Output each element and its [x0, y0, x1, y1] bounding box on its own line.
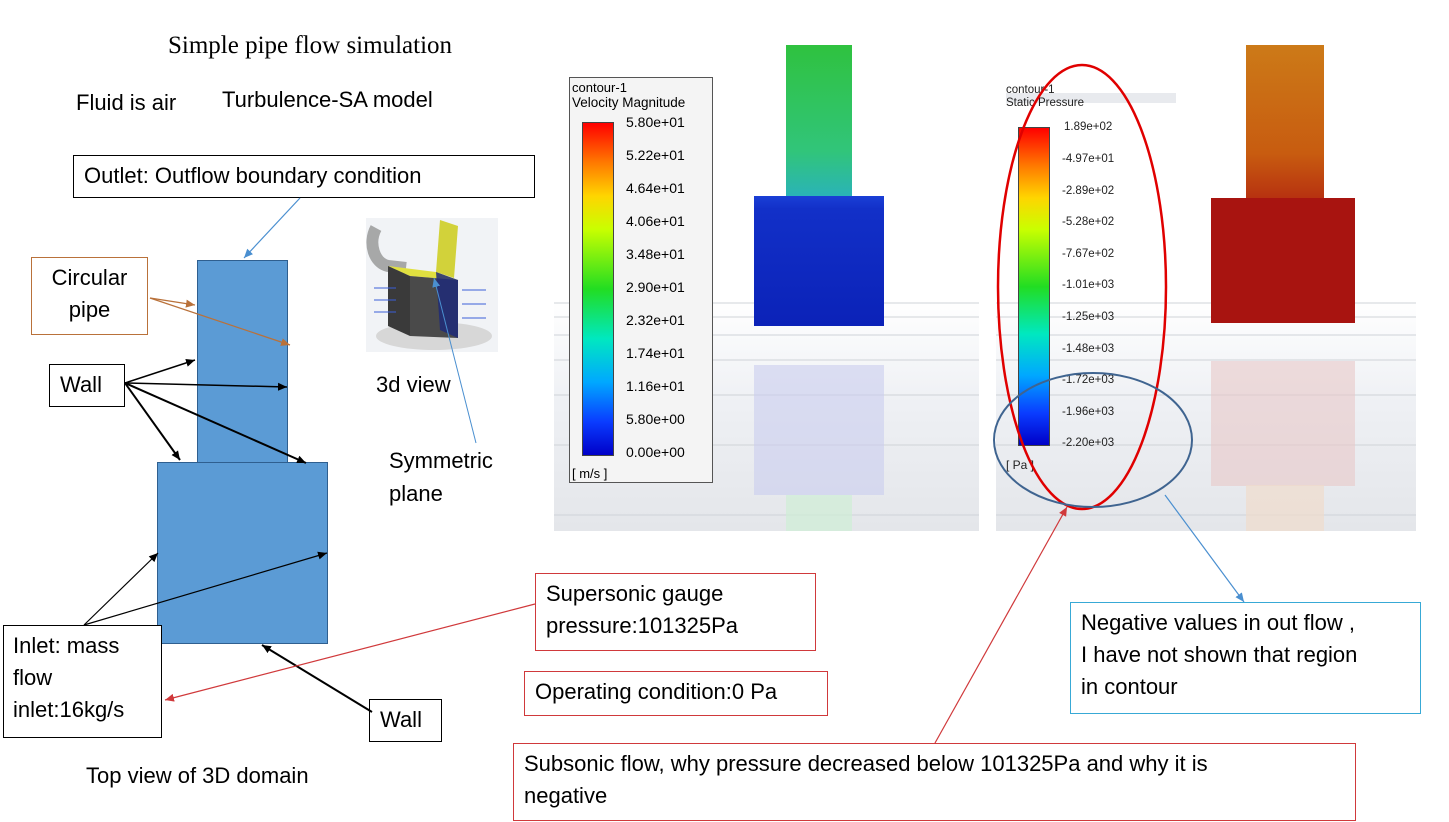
pressure-legend-unit: [ Pa ]: [1006, 458, 1035, 472]
wall-arrow-3: [124, 382, 181, 461]
pressure-tick-9: -1.96e+03: [1062, 406, 1115, 418]
velocity-tick-9: 5.80e+00: [626, 411, 685, 427]
wall-arrow-1: [124, 359, 196, 384]
symmetric-plane-arrow: [432, 277, 477, 444]
operating-condition-box: Operating condition:0 Pa: [524, 671, 828, 716]
velocity-tick-1: 5.22e+01: [626, 147, 685, 163]
symmetric-label-1: Symmetric: [389, 448, 493, 473]
symmetric-plane-label: Symmetric plane: [389, 444, 493, 510]
velocity-tick-3: 4.06e+01: [626, 213, 685, 229]
wall-arrow-4: [124, 382, 307, 464]
wall-top-box: Wall: [49, 364, 125, 407]
velocity-legend-unit: [ m/s ]: [572, 466, 608, 481]
symmetric-label-2: plane: [389, 481, 443, 506]
pressure-tick-3: -5.28e+02: [1062, 216, 1115, 228]
subsonic-question-box: Subsonic flow, why pressure decreased be…: [513, 743, 1356, 821]
circular-pipe-label-2: pipe: [68, 297, 111, 322]
velocity-tick-8: 1.16e+01: [626, 378, 685, 394]
velocity-legend-name: contour-1: [572, 80, 627, 95]
supersonic-label-2: pressure:101325Pa: [546, 613, 739, 638]
pressure-tick-8: -1.72e+03: [1062, 374, 1115, 386]
circular-pipe-box: Circular pipe: [31, 257, 148, 335]
supersonic-label-1: Supersonic gauge: [546, 581, 724, 606]
inlet-arrow-1: [83, 552, 159, 626]
inlet-label-1: Inlet: mass: [13, 633, 120, 658]
inlet-box: Inlet: mass flow inlet:16kg/s: [3, 625, 162, 738]
pressure-colorbar: [1018, 127, 1050, 446]
pressure-legend-quantity: Static Pressure: [1006, 97, 1084, 109]
operating-label: Operating condition:0 Pa: [535, 679, 778, 704]
velocity-tick-5: 2.90e+01: [626, 279, 685, 295]
model-label: Turbulence-SA model: [222, 87, 433, 112]
negative-values-box: Negative values in out flow , I have not…: [1070, 602, 1421, 714]
negative-label-2: I have not shown that region: [1081, 642, 1358, 667]
negative-label-1: Negative values in out flow ,: [1081, 610, 1355, 635]
subsonic-arrow: [934, 506, 1068, 744]
velocity-tick-0: 5.80e+01: [626, 114, 685, 130]
outlet-arrow: [243, 197, 301, 259]
pressure-tick-4: -7.67e+02: [1062, 248, 1115, 260]
page-title: Simple pipe flow simulation: [168, 32, 453, 59]
velocity-tick-6: 2.32e+01: [626, 312, 685, 328]
wall-bottom-arrow: [261, 644, 373, 713]
pressure-highlight-ellipse: [996, 63, 1168, 511]
pressure-tick-6: -1.25e+03: [1062, 311, 1115, 323]
velocity-legend-quantity: Velocity Magnitude: [572, 95, 686, 110]
velocity-tick-7: 1.74e+01: [626, 345, 685, 361]
outlet-label-box: Outlet: Outflow boundary condition: [73, 155, 535, 198]
velocity-legend: contour-1 Velocity Magnitude [ m/s ]: [569, 77, 713, 483]
top-view-caption: Top view of 3D domain: [86, 763, 309, 788]
pressure-tick-7: -1.48e+03: [1062, 343, 1115, 355]
3d-view-label: 3d view: [376, 372, 451, 397]
pressure-tick-10: -2.20e+03: [1062, 437, 1115, 449]
supersonic-arrow: [164, 603, 536, 702]
negative-label-3: in contour: [1081, 674, 1178, 699]
inlet-arrow-2: [83, 551, 328, 626]
circular-pipe-arrow-2: [149, 297, 291, 346]
velocity-colorbar: [582, 122, 614, 456]
supersonic-gauge-box: Supersonic gauge pressure:101325Pa: [535, 573, 816, 651]
wall-bottom-box: Wall: [369, 699, 442, 742]
inlet-label-3: inlet:16kg/s: [13, 697, 125, 722]
velocity-tick-10: 0.00e+00: [626, 444, 685, 460]
circular-pipe-label-1: Circular: [51, 265, 128, 290]
pressure-tick-2: -2.89e+02: [1062, 185, 1115, 197]
outlet-pipe-domain: [197, 260, 288, 464]
circular-pipe-arrow-1: [149, 297, 196, 308]
pressure-tick-5: -1.01e+03: [1062, 279, 1115, 291]
velocity-tick-2: 4.64e+01: [626, 180, 685, 196]
subsonic-label-1: Subsonic flow, why pressure decreased be…: [524, 751, 1208, 776]
inlet-label-2: flow: [13, 665, 53, 690]
3d-view-thumbnail: [366, 218, 498, 352]
wall-top-label: Wall: [60, 372, 102, 397]
velocity-tick-4: 3.48e+01: [626, 246, 685, 262]
pressure-tick-1: -4.97e+01: [1062, 153, 1115, 165]
wall-arrow-2: [124, 382, 288, 391]
fluid-label: Fluid is air: [76, 90, 177, 115]
wall-bottom-label: Wall: [380, 707, 422, 732]
negative-values-arrow: [1164, 494, 1245, 603]
subsonic-label-2: negative: [524, 783, 608, 808]
pressure-contour-panel: [996, 45, 1416, 531]
outlet-label: Outlet: Outflow boundary condition: [84, 163, 422, 188]
pressure-tick-0: 1.89e+02: [1064, 121, 1113, 133]
negative-region-ellipse: [993, 372, 1193, 508]
